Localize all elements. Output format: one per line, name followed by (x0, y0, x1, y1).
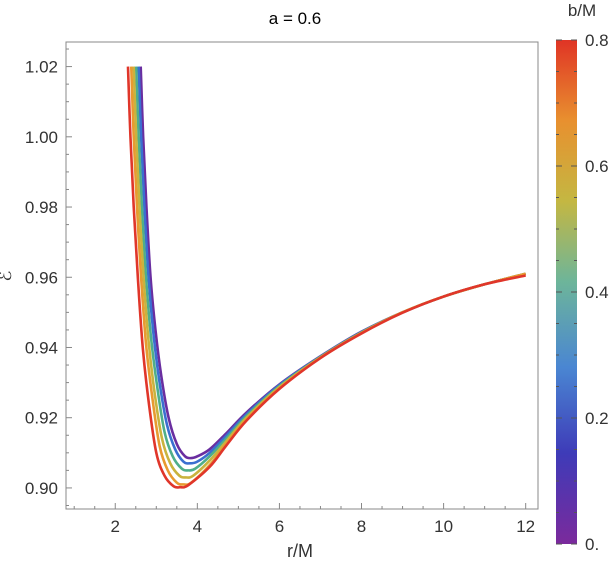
x-tick-label: 2 (111, 517, 120, 536)
series-line-b-0 (139, 66, 527, 460)
y-tick-label: 0.90 (25, 479, 58, 498)
plot-area (65, 41, 539, 510)
y-tick-label: 0.96 (25, 268, 58, 287)
colorbar-tick-label: 0. (585, 535, 599, 554)
series-line-b-0_5 (132, 66, 527, 479)
series-line-b-0_6 (129, 66, 527, 487)
colorbar-tick-label: 0.6 (585, 157, 609, 176)
x-tick-label: 6 (275, 517, 284, 536)
colorbar-tick-label: 0.8 (585, 31, 609, 50)
x-tick-label: 8 (357, 517, 366, 536)
x-tick-label: 12 (516, 517, 535, 536)
chart-title: a = 0.6 (269, 9, 321, 28)
y-tick-label: 0.94 (25, 338, 58, 357)
series-line-b-0_4 (134, 66, 527, 472)
y-tick-label: 0.92 (25, 409, 58, 428)
y-tick-label: 1.02 (25, 58, 58, 77)
x-axis-label: r/M (287, 541, 313, 561)
colorbar-tick-label: 0.2 (585, 409, 609, 428)
x-tick-label: 4 (193, 517, 202, 536)
y-tick-label: 0.98 (25, 198, 58, 217)
y-tick-label: 1.00 (25, 128, 58, 147)
plot-border (65, 41, 539, 510)
colorbar-tick-label: 0.4 (585, 283, 609, 302)
colorbar-ticks: 0. 0.2 0.4 0.6 0.8 (556, 31, 609, 554)
x-axis-ticks: 2 4 6 8 10 12 (73, 503, 535, 536)
y-axis-label: ℰ (0, 270, 15, 281)
y-axis-ticks: 0.90 0.92 0.94 0.96 0.98 1.00 1.02 (25, 48, 72, 506)
series-line-b-0_8 (126, 66, 526, 489)
x-tick-label: 10 (434, 517, 453, 536)
colorbar-title: b/M (568, 1, 596, 20)
series-layer (126, 66, 527, 489)
series-line-b-0_2 (137, 66, 527, 465)
colorbar: b/M 0. 0.2 0.4 0.6 0.8 (556, 1, 609, 554)
